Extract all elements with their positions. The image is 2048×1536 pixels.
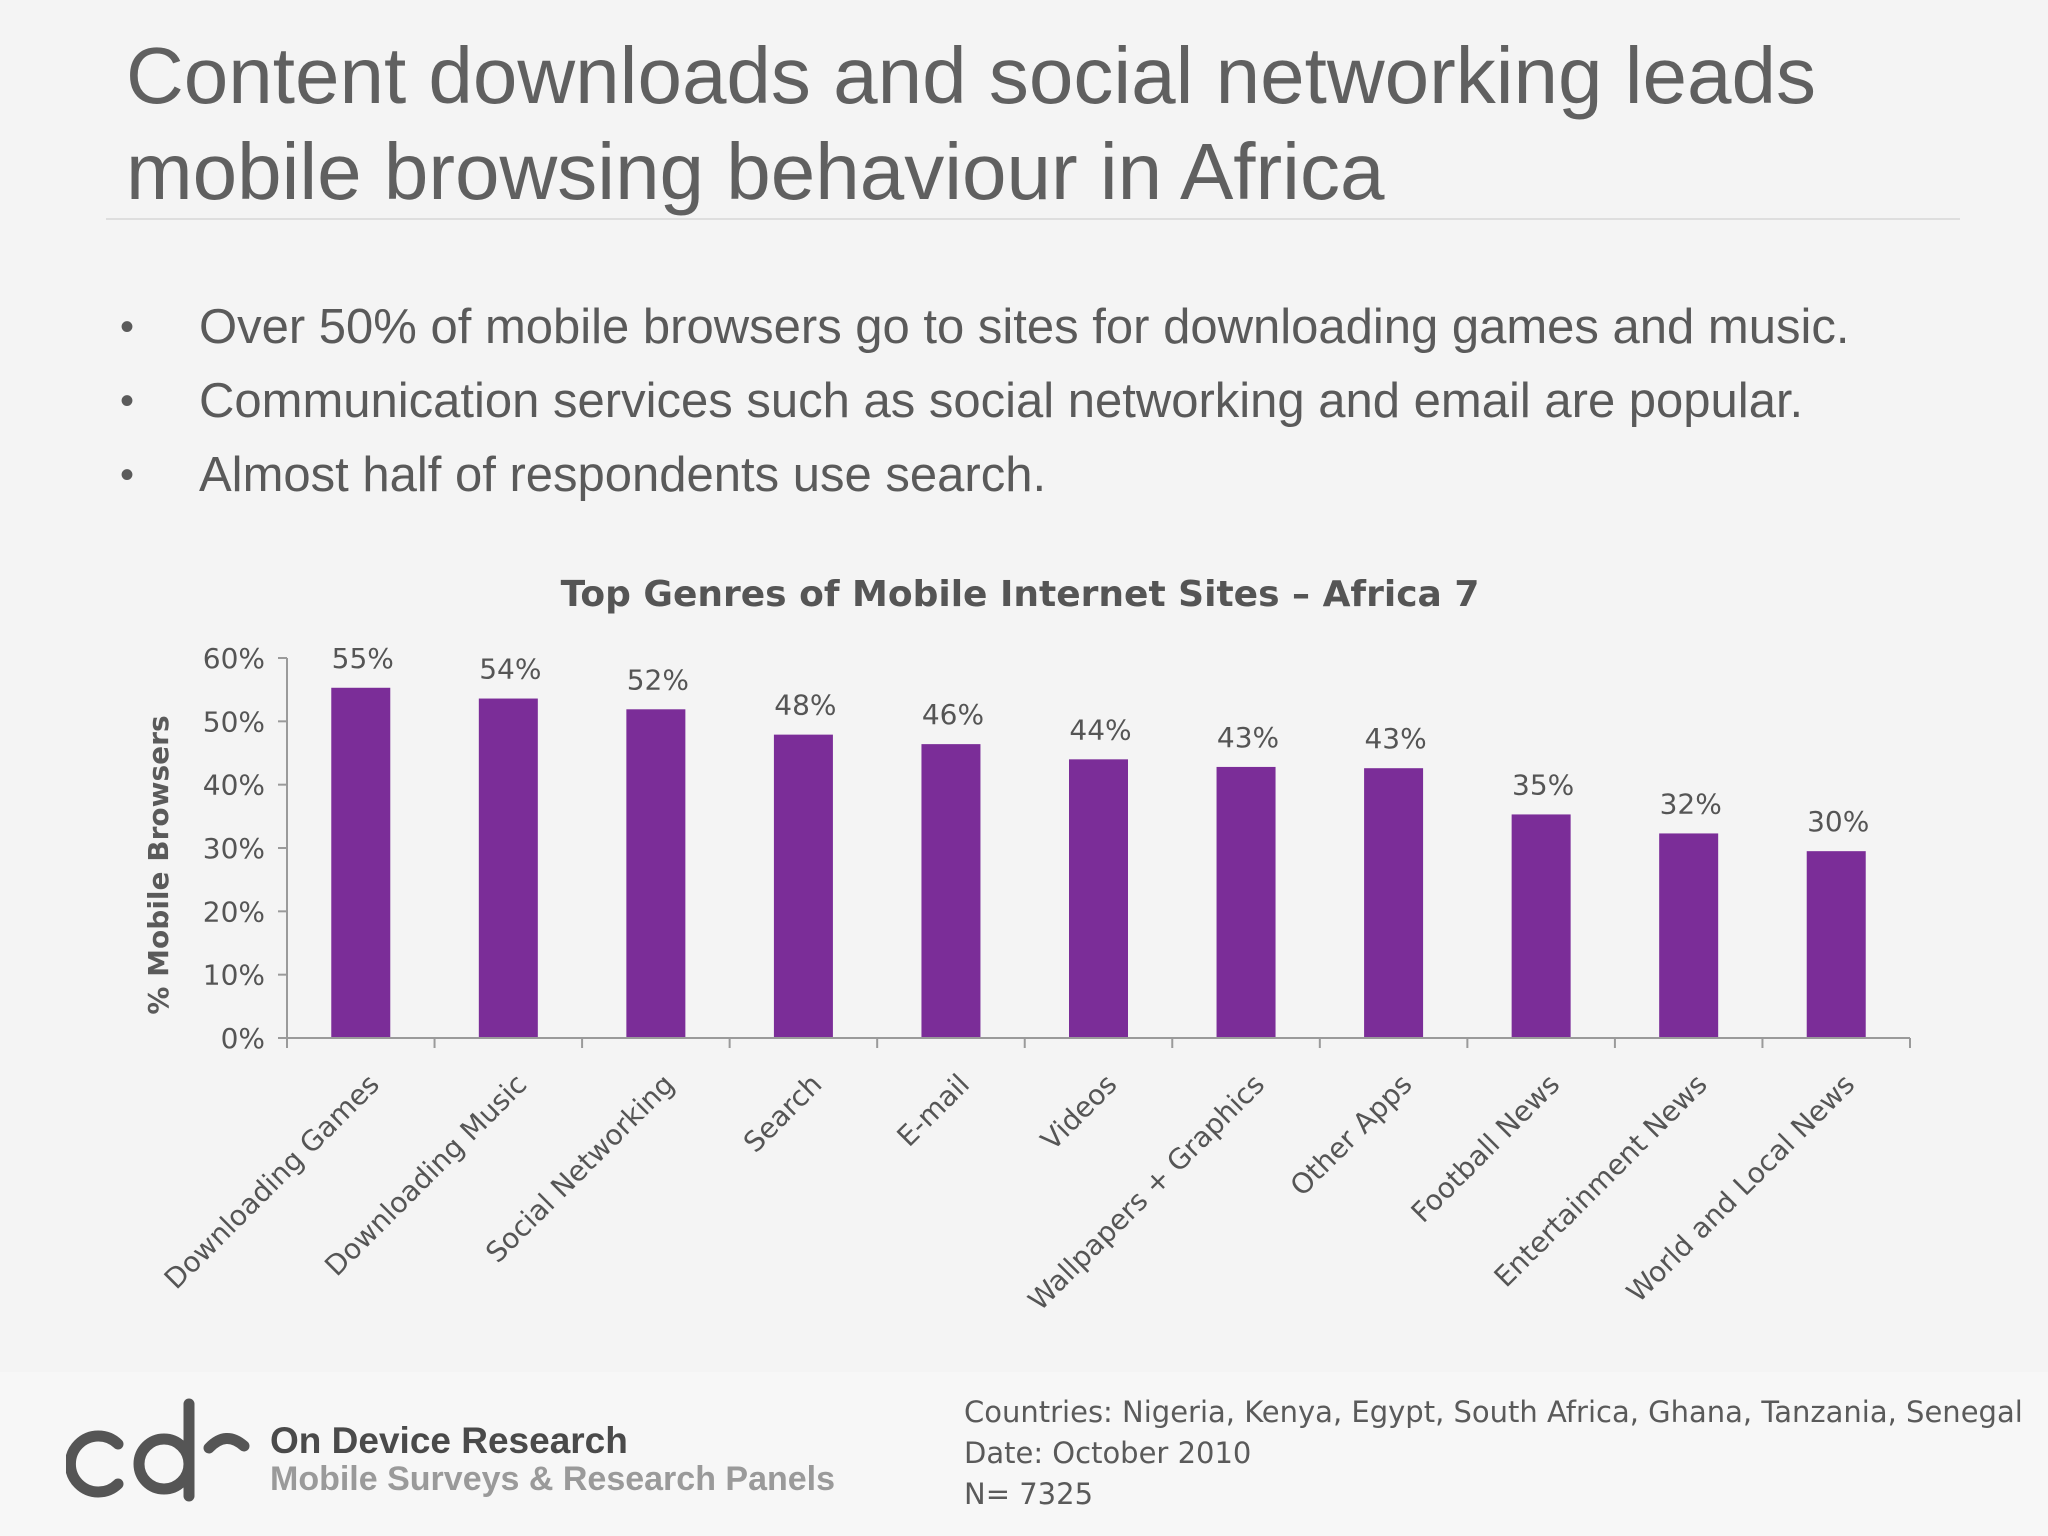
x-tick-label: Other Apps — [1284, 1068, 1419, 1203]
bullet-dot: • — [120, 305, 135, 349]
survey-notes: Countries: Nigeria, Kenya, Egypt, South … — [964, 1392, 2023, 1515]
x-tick-label: Wallpapers + Graphics — [1022, 1068, 1271, 1317]
x-tick-label: E-mail — [890, 1068, 975, 1153]
y-axis-label: % Mobile Browsers — [142, 715, 175, 1014]
bar — [331, 687, 391, 1038]
bar-series — [331, 687, 1866, 1038]
footer-band — [0, 1372, 2048, 1536]
slide-title: Content downloads and social networking … — [126, 28, 1966, 220]
brand-tagline: Mobile Surveys & Research Panels — [270, 1460, 836, 1498]
data-label: 54% — [479, 653, 541, 686]
bar — [921, 744, 981, 1038]
slide-title-line-2: mobile browsing behaviour in Africa — [126, 127, 1385, 216]
y-tick-label: 0% — [221, 1022, 265, 1055]
x-tick-label: Search — [737, 1068, 828, 1159]
data-label: 48% — [774, 689, 836, 722]
cdr-logo-icon — [66, 1398, 250, 1502]
bar — [1069, 759, 1128, 1038]
bar-chart: Top Genres of Mobile Internet Sites – Af… — [142, 574, 1911, 1317]
note-countries: Countries: Nigeria, Kenya, Egypt, South … — [964, 1395, 2023, 1429]
bar — [1806, 851, 1866, 1038]
bar — [626, 709, 686, 1038]
bullet-text: Over 50% of mobile browsers go to sites … — [199, 300, 1850, 354]
bar — [1216, 766, 1276, 1038]
bullet-text: Almost half of respondents use search. — [199, 448, 1047, 502]
data-label: 52% — [627, 663, 689, 696]
x-tick-label: Videos — [1034, 1068, 1123, 1157]
data-label: 43% — [1217, 721, 1279, 754]
bullet-dot: • — [120, 453, 135, 497]
y-tick-label: 30% — [203, 832, 265, 865]
y-tick-label: 20% — [203, 895, 265, 928]
y-axis: 0% 10% 20% 30% 40% 50% 60% — [203, 642, 288, 1055]
bullet-item: • Communication services such as social n… — [120, 364, 1849, 438]
data-label: 30% — [1807, 805, 1869, 838]
bar — [773, 734, 833, 1038]
bullet-text: Communication services such as social ne… — [199, 374, 1804, 428]
y-tick-label: 60% — [203, 642, 265, 675]
bar — [1659, 833, 1719, 1038]
y-tick-label: 10% — [203, 959, 265, 992]
bar — [1511, 814, 1571, 1038]
data-label: 32% — [1660, 787, 1722, 820]
y-tick-label: 50% — [203, 705, 265, 738]
data-label: 43% — [1364, 722, 1426, 755]
title-divider — [106, 218, 1960, 220]
x-tick-label: Football News — [1405, 1068, 1567, 1230]
data-label: 55% — [332, 642, 394, 675]
data-label: 44% — [1069, 713, 1131, 746]
bullet-dot: • — [120, 379, 135, 423]
note-date: Date: October 2010 — [964, 1436, 1252, 1470]
bullet-list: • Over 50% of mobile browsers go to sites… — [120, 290, 1849, 512]
note-sample-size: N= 7325 — [964, 1477, 1094, 1511]
bullet-item: • Over 50% of mobile browsers go to sites… — [120, 290, 1849, 364]
data-label: 35% — [1512, 768, 1574, 801]
slide-title-line-1: Content downloads and social networking … — [126, 31, 1816, 120]
y-tick-label: 40% — [203, 769, 265, 802]
chart-title: Top Genres of Mobile Internet Sites – Af… — [561, 574, 1480, 615]
bar — [478, 698, 538, 1038]
data-labels: 55% 54% 52% 48% 46% 44% 43% 43% 35% 32% 30% — [332, 642, 1870, 838]
brand-name: On Device Research — [270, 1420, 628, 1461]
bullet-item: • Almost half of respondents use search. — [120, 438, 1849, 512]
bar — [1364, 768, 1424, 1038]
data-label: 46% — [922, 698, 984, 731]
